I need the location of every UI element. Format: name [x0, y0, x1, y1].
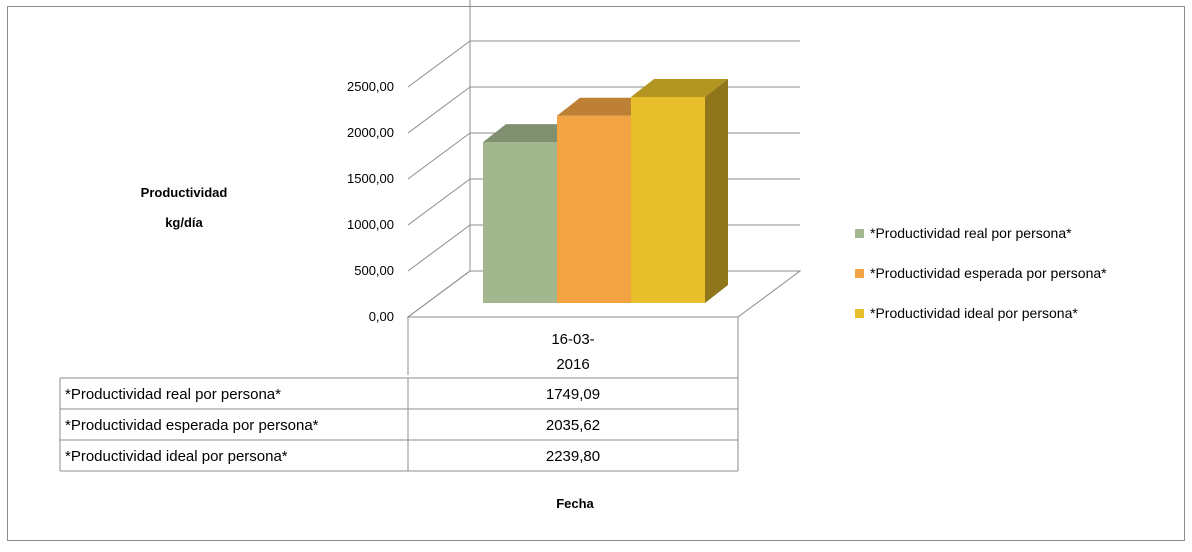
table-value: 1749,09: [546, 386, 600, 403]
y-tick-label: 500,00: [354, 263, 394, 278]
legend-label: *Productividad real por persona*: [870, 225, 1072, 241]
bar-top-1: [483, 124, 580, 143]
gridline-diagonal: [407, 224, 471, 272]
table-series-name: *Productividad real por persona*: [65, 386, 281, 403]
gridline-diagonal: [407, 178, 471, 226]
bar-side-3: [705, 78, 728, 303]
legend-swatch: [855, 309, 864, 318]
bar-front-2: [557, 115, 631, 303]
y-tick-label: 1500,00: [347, 171, 394, 186]
bars: [483, 78, 728, 304]
gridline-diagonal: [407, 40, 471, 88]
gridline-diagonal: [407, 132, 471, 180]
bar-front-3: [631, 96, 705, 303]
category-label: 2016: [556, 356, 589, 373]
table-series-name: *Productividad esperada por persona*: [65, 417, 319, 434]
y-tick-label: 2000,00: [347, 125, 394, 140]
bar-front-1: [483, 142, 557, 303]
bar-top-3: [631, 78, 728, 97]
legend-swatch: [855, 229, 864, 238]
table-value: 2239,80: [546, 448, 600, 465]
y-axis-title-line-1: Productividad: [141, 185, 228, 200]
legend-swatch: [855, 269, 864, 278]
gridline-diagonal: [407, 86, 471, 134]
table-series-name: *Productividad ideal por persona*: [65, 448, 288, 465]
y-tick-label: 0,00: [369, 309, 394, 324]
y-axis-title-line-2: kg/día: [165, 215, 203, 230]
y-tick-label: 2500,00: [347, 79, 394, 94]
legend: *Productividad real por persona* *Product…: [855, 225, 1107, 321]
legend-label: *Productividad esperada por persona*: [870, 265, 1107, 281]
floor-plane: [406, 270, 802, 318]
bar-top-2: [557, 97, 654, 116]
y-tick-label: 1000,00: [347, 217, 394, 232]
legend-label: *Productividad ideal por persona*: [870, 305, 1078, 321]
table-value: 2035,62: [546, 417, 600, 434]
data-table: 16-03- 2016 *Productividad real por person…: [59, 317, 739, 472]
x-axis-title: Fecha: [556, 496, 594, 511]
y-axis-ticks: 0,00 500,00 1000,00 1500,00 2000,00 2500,00: [347, 79, 394, 324]
category-label: 16-03-: [551, 331, 594, 348]
